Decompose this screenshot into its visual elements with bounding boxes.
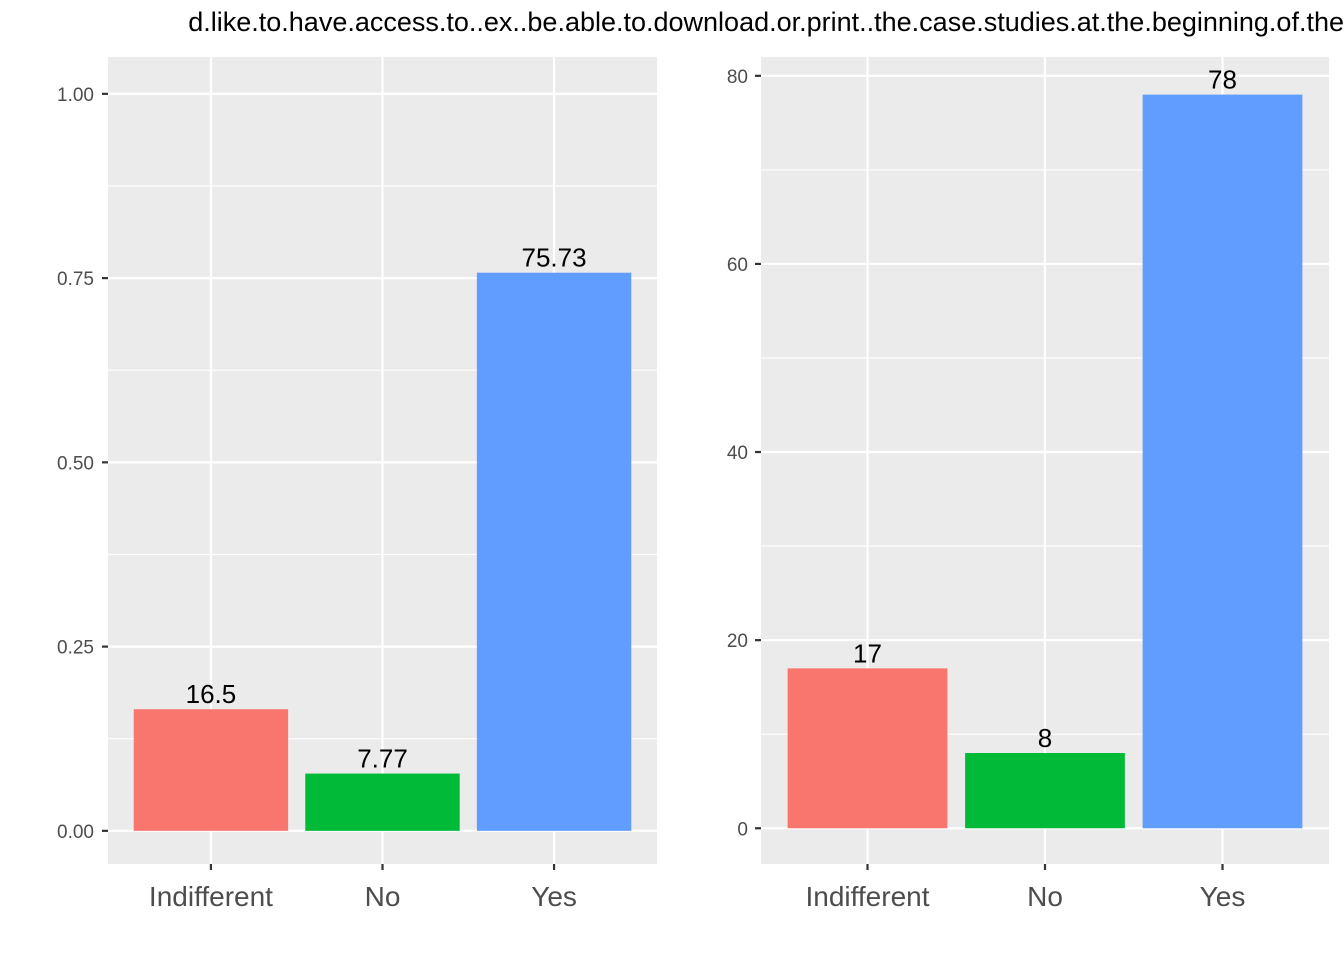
y-tick-label: 20: [727, 631, 748, 652]
chart-title: d.like.to.have.access.to..ex..be.able.to…: [0, 2, 1344, 42]
chart-title-text: d.like.to.have.access.to..ex..be.able.to…: [188, 7, 1344, 37]
y-tick-label: 0.25: [57, 638, 94, 659]
x-tick-label-no: No: [365, 881, 401, 912]
bar-indifferent: [133, 709, 289, 831]
x-tick-label-yes: Yes: [1200, 881, 1246, 912]
x-tick-label-no: No: [1027, 881, 1063, 912]
data-label-indifferent: 16.5: [186, 679, 237, 709]
chart-panel-2: 0 20 40 60 80 17 8 78 Indifferent No Yes: [727, 57, 1329, 912]
bar-yes: [1142, 94, 1303, 829]
chart-panel-1: 0.00 0.25 0.50 0.75 1.00 16.5 7.77 75.73 Indiffe…: [57, 57, 657, 912]
y-tick-label: 60: [727, 255, 748, 276]
bar-no: [305, 773, 460, 831]
y-tick-label: 1.00: [57, 85, 94, 106]
y-tick-label: 0.00: [57, 822, 94, 843]
y-tick-label: 40: [727, 443, 748, 464]
x-tick-label-indifferent: Indifferent: [149, 881, 273, 912]
data-label-indifferent: 17: [853, 638, 882, 668]
data-label-yes: 75.73: [522, 243, 587, 273]
data-label-no: 8: [1038, 723, 1052, 753]
bar-indifferent: [787, 668, 948, 829]
data-label-yes: 78: [1208, 65, 1237, 95]
y-tick-label: 0.50: [57, 453, 94, 474]
bar-no: [965, 753, 1125, 829]
data-label-no: 7.77: [357, 744, 408, 774]
bar-yes: [476, 272, 632, 831]
y-tick-label: 80: [727, 67, 748, 88]
y-tick-label: 0.75: [57, 269, 94, 290]
x-tick-label-indifferent: Indifferent: [805, 881, 929, 912]
x-tick-label-yes: Yes: [531, 881, 577, 912]
y-tick-label: 0: [737, 819, 748, 840]
